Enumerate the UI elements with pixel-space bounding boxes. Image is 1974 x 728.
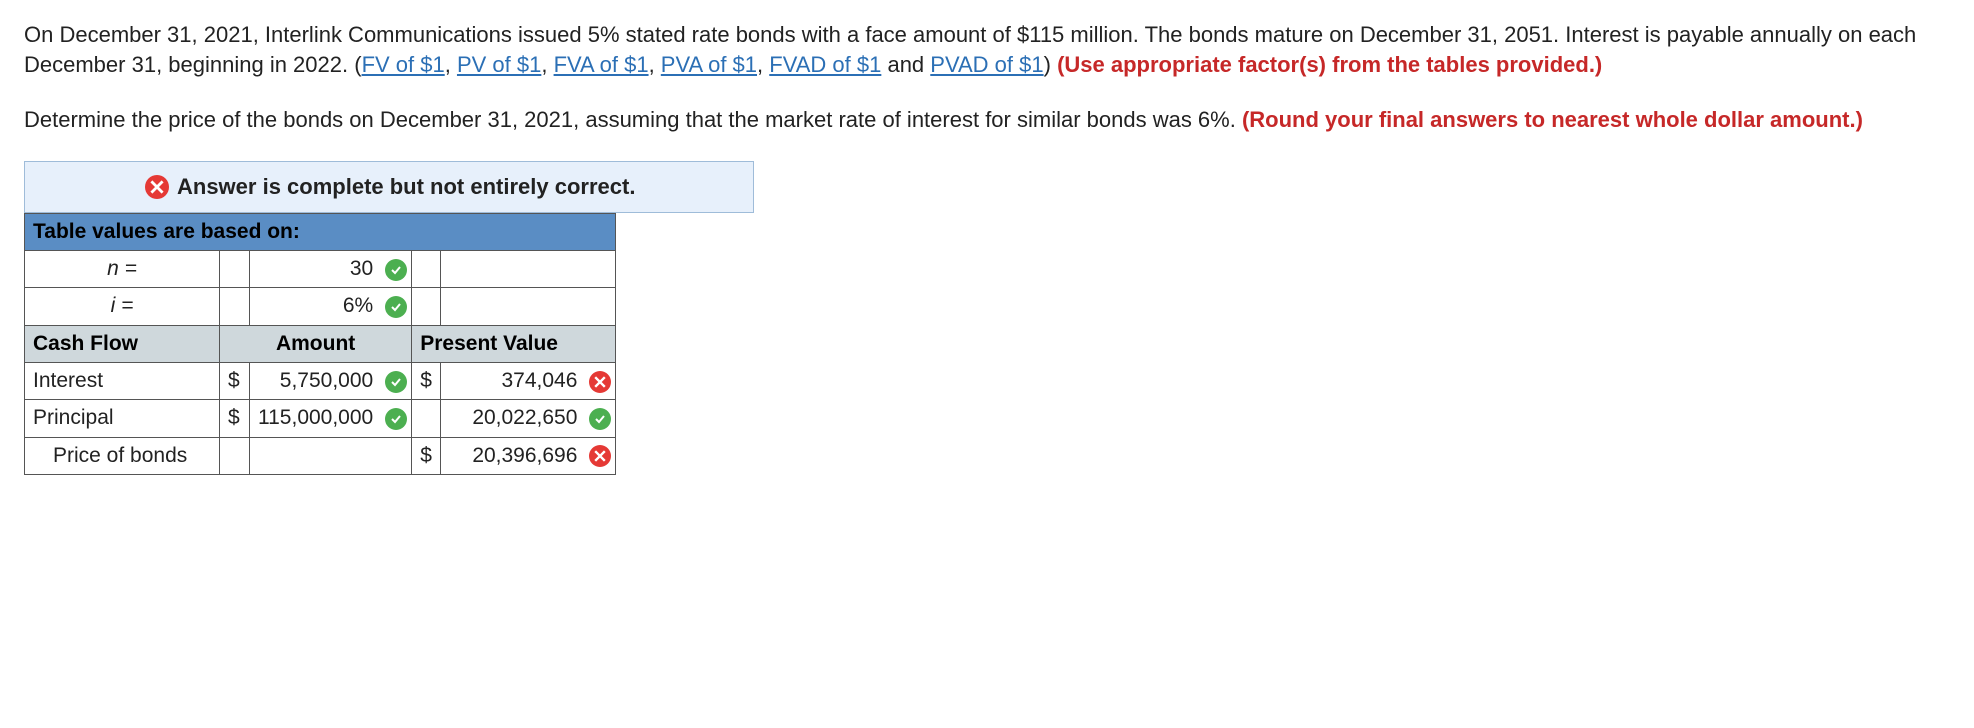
- answer-table: Table values are based on: n = 30 i = 6%…: [24, 213, 616, 475]
- col-cashflow-header: Cash Flow: [25, 325, 220, 362]
- check-icon: [589, 408, 611, 430]
- link-fva1[interactable]: FVA of $1: [554, 52, 649, 77]
- n-value[interactable]: 30: [250, 251, 382, 288]
- feedback-banner: Answer is complete but not entirely corr…: [24, 161, 754, 213]
- col-pv-header: Present Value: [412, 325, 616, 362]
- row-label: Principal: [25, 400, 220, 437]
- banner-text: Answer is complete but not entirely corr…: [177, 172, 635, 202]
- row-label: Price of bonds: [25, 437, 220, 474]
- table-row-price: Price of bonds $ 20,396,696: [25, 437, 616, 474]
- pv-input[interactable]: 20,396,696: [440, 437, 585, 474]
- link-pvad1[interactable]: PVAD of $1: [930, 52, 1043, 77]
- pv-input[interactable]: 374,046: [440, 363, 585, 400]
- i-value[interactable]: 6%: [250, 288, 382, 325]
- table-row-principal: Principal $ 115,000,000 20,022,650: [25, 400, 616, 437]
- link-pva1[interactable]: PVA of $1: [661, 52, 757, 77]
- dollar-sign: $: [412, 363, 441, 400]
- check-icon: [385, 296, 407, 318]
- basis-header: Table values are based on:: [25, 213, 616, 250]
- cross-icon: [589, 371, 611, 393]
- check-icon: [385, 259, 407, 281]
- amount-input[interactable]: 115,000,000: [250, 400, 382, 437]
- n-label: n =: [25, 251, 220, 288]
- cross-icon: [589, 445, 611, 467]
- dollar-sign: $: [220, 400, 250, 437]
- cross-icon: [145, 175, 169, 199]
- dollar-sign: $: [220, 363, 250, 400]
- instruction-1: (Use appropriate factor(s) from the tabl…: [1057, 52, 1602, 77]
- dollar-sign: $: [412, 437, 441, 474]
- link-fv1[interactable]: FV of $1: [362, 52, 445, 77]
- dollar-sign: [412, 400, 441, 437]
- link-fvad1[interactable]: FVAD of $1: [769, 52, 881, 77]
- row-label: Interest: [25, 363, 220, 400]
- table-row-interest: Interest $ 5,750,000 $ 374,046: [25, 363, 616, 400]
- problem-paragraph-2: Determine the price of the bonds on Dece…: [24, 105, 1950, 135]
- amount-input[interactable]: 5,750,000: [250, 363, 382, 400]
- check-icon: [385, 408, 407, 430]
- problem-text-2: Determine the price of the bonds on Dece…: [24, 107, 1242, 132]
- pv-input[interactable]: 20,022,650: [440, 400, 585, 437]
- link-pv1[interactable]: PV of $1: [457, 52, 541, 77]
- check-icon: [385, 371, 407, 393]
- i-label: i =: [25, 288, 220, 325]
- col-amount-header: Amount: [220, 325, 412, 362]
- problem-paragraph-1: On December 31, 2021, Interlink Communic…: [24, 20, 1950, 79]
- instruction-2: (Round your final answers to nearest who…: [1242, 107, 1863, 132]
